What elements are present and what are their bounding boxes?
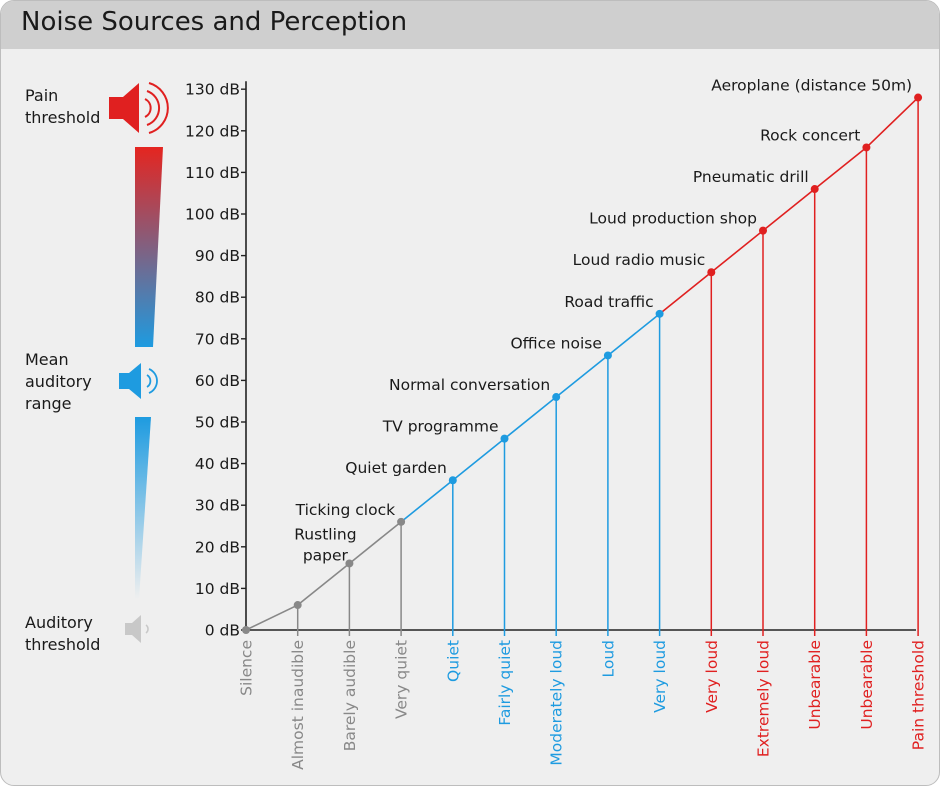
series-segment: [865, 96, 919, 149]
series-segment: [555, 354, 609, 398]
source-label: Normal conversation: [389, 376, 550, 394]
y-tick-label: 80 dB: [195, 289, 240, 307]
data-point: [242, 626, 250, 634]
perception-label: Extremely loud: [755, 640, 773, 757]
auditory-label-line-2: threshold: [25, 635, 101, 654]
pain-label-line-1: Pain: [25, 86, 59, 105]
series-segment: [348, 521, 402, 565]
data-point: [759, 226, 767, 235]
source-label: TV programme: [382, 418, 499, 436]
source-label: Quiet garden: [345, 459, 447, 477]
series-segment: [400, 479, 454, 523]
source-label: Office noise: [510, 334, 601, 352]
mean-label-line-3: range: [25, 394, 72, 413]
y-tick-label: 50 dB: [195, 414, 240, 432]
quiet-range-wedge: [135, 417, 151, 599]
perception-label: Almost inaudible: [289, 640, 307, 770]
data-point: [862, 143, 871, 152]
series-segment: [503, 396, 557, 440]
data-point: [448, 476, 457, 485]
y-tick-label: 90 dB: [195, 247, 240, 265]
series-segment: [762, 188, 816, 232]
series-segment: [814, 146, 867, 190]
perception-label: Unbearable: [806, 640, 824, 730]
data-point: [345, 559, 354, 568]
perception-label: Fairly quiet: [496, 640, 514, 726]
y-tick-label: 30 dB: [195, 497, 240, 515]
source-label: Pneumatic drill: [693, 168, 809, 186]
perception-label: Silence: [238, 640, 256, 696]
series-line: [245, 96, 919, 631]
mean-label-line-1: Mean: [25, 350, 69, 369]
source-label: Rustling: [294, 525, 356, 543]
loud-range-wedge: [135, 147, 163, 347]
speaker-medium-icon: [119, 363, 158, 399]
data-point: [397, 517, 406, 526]
y-tick-label: 110 dB: [185, 164, 240, 182]
data-point: [655, 309, 664, 318]
series-segment: [245, 604, 299, 631]
data-point: [707, 268, 716, 277]
source-label: Rock concert: [760, 126, 860, 144]
y-tick-label: 100 dB: [185, 206, 240, 224]
mean-label-line-2: auditory: [25, 372, 92, 391]
source-label: paper: [303, 546, 349, 564]
chart-title: Noise Sources and Perception: [21, 7, 408, 37]
perception-label: Quiet: [444, 640, 462, 682]
pain-label-line-2: threshold: [25, 108, 101, 127]
mean-auditory-range-label: Mean auditory range: [25, 349, 92, 415]
source-label: Loud radio music: [573, 251, 706, 269]
speaker-loud-icon: [109, 82, 169, 134]
source-label: Ticking clock: [295, 501, 396, 519]
perception-label: Very quiet: [393, 640, 411, 719]
perception-label: Unbearable: [858, 640, 876, 730]
data-point: [500, 434, 509, 443]
perception-labels: Silence Almost inaudible Barely audible Ver…: [238, 640, 928, 770]
auditory-label-line-1: Auditory: [25, 613, 93, 632]
chart-axes: 0 dB 10 dB 20 dB 30 dB 40 dB 50 dB 60 dB 70 dB 8…: [185, 81, 916, 640]
data-point: [810, 185, 819, 194]
perception-label: Very loud: [703, 640, 721, 713]
side-graphics: [109, 82, 169, 643]
y-tick-label: 130 dB: [185, 81, 240, 99]
data-point: [603, 351, 612, 360]
source-label: Aeroplane (distance 50m): [711, 77, 912, 95]
perception-label: Pain threshold: [910, 640, 928, 750]
series-segment: [710, 230, 764, 273]
y-tick-label: 60 dB: [195, 372, 240, 390]
series-segment: [452, 438, 506, 481]
data-point: [914, 93, 923, 102]
data-point: [552, 393, 561, 402]
source-label: Loud production shop: [589, 210, 757, 228]
source-label: Road traffic: [564, 293, 653, 311]
drop-lines: [296, 97, 919, 636]
y-tick-label: 70 dB: [195, 330, 240, 348]
series-segment: [607, 313, 661, 357]
title-bar: Noise Sources and Perception: [1, 1, 939, 49]
source-labels: Rustling paper Ticking clock Quiet garden TV…: [294, 77, 912, 565]
y-tick-label: 120 dB: [185, 122, 240, 140]
perception-label: Moderately loud: [548, 640, 566, 766]
perception-label: Very loud: [651, 640, 669, 713]
y-tick-label: 0 dB: [205, 622, 240, 640]
y-tick-label: 20 dB: [195, 538, 240, 556]
auditory-threshold-label: Auditory threshold: [25, 612, 100, 656]
y-tick-label: 40 dB: [195, 455, 240, 473]
data-points: [242, 93, 923, 634]
data-point: [293, 601, 302, 610]
y-tick-label: 10 dB: [195, 580, 240, 598]
perception-label: Barely audible: [341, 640, 359, 751]
speaker-quiet-icon: [125, 615, 149, 643]
series-segment: [659, 271, 712, 315]
perception-label: Loud: [599, 640, 617, 678]
pain-threshold-label: Pain threshold: [25, 85, 100, 129]
series-segment: [297, 562, 350, 606]
